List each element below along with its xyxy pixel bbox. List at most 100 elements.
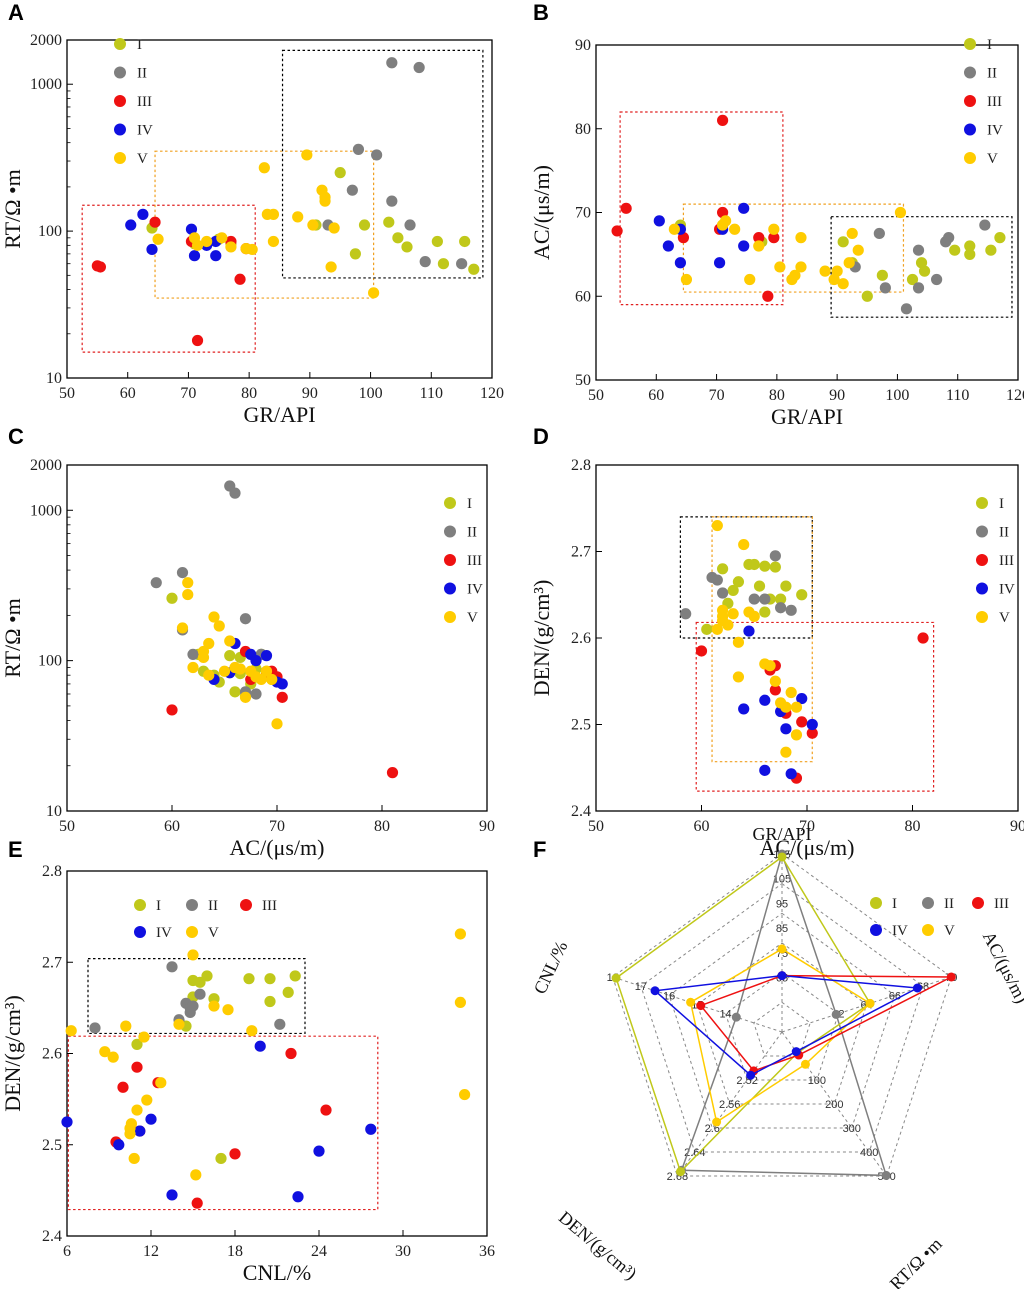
- legend-marker-V: [964, 152, 976, 164]
- legend-label: I: [987, 37, 992, 53]
- x-tick-label: 50: [588, 818, 604, 835]
- x-tick-label: 60: [648, 387, 664, 404]
- data-point-II: [413, 61, 425, 74]
- radar-point-V: [712, 1117, 722, 1127]
- radar-ring: [668, 912, 896, 1129]
- data-point-IV: [61, 1116, 73, 1128]
- data-point-III: [762, 290, 774, 302]
- panel-label: E: [8, 837, 23, 862]
- data-point-I: [383, 216, 395, 228]
- radar-point-I: [676, 1167, 686, 1177]
- legend-marker-III: [114, 95, 126, 107]
- legend-label: II: [208, 898, 218, 914]
- data-point-II: [419, 256, 431, 268]
- x-axis-label: GR/API: [243, 402, 315, 427]
- y-tick-label: 2.5: [42, 1137, 62, 1154]
- radar-axis-label: CNL/%: [530, 938, 572, 997]
- data-point-I: [837, 236, 849, 248]
- data-point-II: [250, 688, 262, 700]
- data-point-V: [201, 235, 213, 248]
- data-point-V: [255, 673, 267, 686]
- legend-marker-V: [444, 611, 456, 623]
- x-tick-label: 110: [420, 385, 443, 402]
- radar-axis-label: RT/Ω •m: [886, 1234, 946, 1289]
- legend-label: IV: [156, 925, 172, 941]
- dashed-region-box: [682, 203, 905, 293]
- legend-label: III: [262, 898, 277, 914]
- radar-point-I: [777, 852, 787, 862]
- data-point-I: [769, 561, 781, 573]
- data-point-III: [769, 684, 781, 696]
- data-point-V: [368, 287, 380, 299]
- data-point-V: [732, 636, 745, 648]
- legend-marker-IV: [976, 582, 988, 595]
- data-point-V: [328, 222, 340, 234]
- data-point-II: [931, 273, 943, 286]
- x-tick-label: 90: [302, 385, 318, 402]
- x-tick-label: 70: [180, 385, 196, 402]
- data-point-V: [125, 1118, 137, 1130]
- x-tick-label: 70: [799, 818, 815, 835]
- data-point-V: [852, 244, 864, 256]
- data-point-I: [289, 970, 301, 982]
- dashed-region-box: [679, 516, 813, 639]
- data-point-V: [128, 1152, 140, 1165]
- data-point-IV: [276, 678, 288, 690]
- data-point-V: [831, 265, 843, 277]
- data-point-I: [215, 1152, 227, 1165]
- data-point-V: [780, 746, 792, 758]
- data-point-V: [107, 1051, 119, 1063]
- data-point-IV: [185, 223, 198, 235]
- data-point-III: [191, 1197, 203, 1209]
- data-point-II: [404, 219, 416, 231]
- x-tick-label: 50: [59, 385, 75, 402]
- data-point-V: [738, 538, 750, 551]
- data-point-V: [459, 1088, 471, 1101]
- data-point-I: [949, 244, 961, 256]
- y-axis-label: DEN/(g/cm³): [0, 995, 25, 1112]
- data-point-V: [138, 1031, 150, 1043]
- dashed-region-box: [711, 516, 813, 763]
- legend-marker-I: [870, 897, 882, 909]
- data-point-V: [768, 223, 780, 235]
- x-tick-label: 50: [59, 818, 75, 835]
- data-point-V: [182, 577, 194, 589]
- x-tick-label: 110: [946, 387, 969, 404]
- radar-point-V: [686, 997, 696, 1007]
- data-point-IV: [780, 723, 792, 735]
- x-tick-label: 60: [694, 818, 710, 835]
- legend-marker-III: [444, 554, 456, 566]
- data-point-I: [431, 235, 443, 248]
- y-axis-label: AC/(μs/m): [529, 165, 554, 260]
- radar-series-V: [689, 948, 872, 1124]
- data-point-I: [796, 589, 808, 601]
- y-tick-label: 80: [575, 121, 591, 138]
- legend-marker-V: [976, 611, 988, 623]
- data-point-I: [759, 560, 771, 572]
- data-point-I: [727, 584, 739, 597]
- data-point-IV: [254, 1040, 266, 1052]
- legend-marker-III: [972, 897, 984, 909]
- data-point-II: [166, 961, 178, 973]
- data-point-II: [943, 232, 955, 244]
- radar-ring: [612, 853, 952, 1177]
- legend-marker-V: [186, 926, 198, 938]
- legend-label: II: [467, 525, 477, 541]
- data-point-IV: [188, 250, 201, 262]
- data-point-IV: [759, 694, 771, 706]
- x-tick-label: 24: [311, 1243, 327, 1260]
- data-point-IV: [738, 240, 750, 252]
- data-point-V: [729, 223, 741, 235]
- x-axis-label: AC/(μs/m): [760, 835, 855, 860]
- legend-label: II: [999, 525, 1009, 541]
- data-point-III: [234, 273, 246, 285]
- data-point-IV: [785, 768, 797, 780]
- data-point-V: [789, 269, 801, 281]
- data-point-IV: [292, 1191, 304, 1203]
- y-tick-label: 2.6: [571, 630, 591, 647]
- legend-marker-I: [964, 38, 976, 50]
- data-point-V: [203, 637, 215, 650]
- data-point-I: [243, 973, 255, 985]
- data-point-V: [203, 669, 215, 681]
